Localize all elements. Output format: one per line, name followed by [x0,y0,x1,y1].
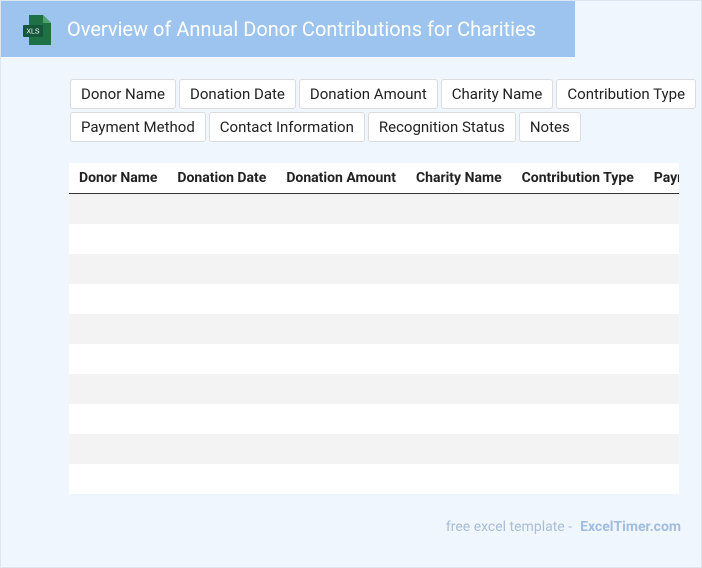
column-header: Payment Method [653,170,679,186]
table-row [69,434,679,464]
tag-list: Donor Name Donation Date Donation Amount Ch… [70,79,700,142]
tag-button[interactable]: Donation Date [179,79,296,109]
table-row [69,194,679,224]
footer-brand[interactable]: ExcelTimer.com [580,519,681,535]
title: Overview of Annual Donor Contributions f… [67,17,536,41]
icon-label: XLS [26,28,40,35]
column-header: Donation Amount [286,170,396,186]
xls-icon: XLS [23,15,51,45]
table-row [69,254,679,284]
table-header: Donor Name Donation Date Donation Amount Ch… [69,163,679,194]
column-header: Contribution Type [521,170,634,186]
tag-button[interactable]: Contribution Type [556,79,697,109]
tag-button[interactable]: Notes [518,112,581,142]
tag-button[interactable]: Donation Amount [298,79,438,109]
table-row [69,464,679,494]
footer: free excel template - ExcelTimer.com [446,519,681,535]
column-header: Donor Name [79,170,158,186]
tag-button[interactable]: Charity Name [440,79,554,109]
footer-text: free excel template - [445,519,573,535]
table-row [69,284,679,314]
tag-button[interactable]: Recognition Status [367,112,516,142]
table: Donor Name Donation Date Donation Amount Ch… [69,163,679,494]
table-row [69,224,679,254]
table-row [69,344,679,374]
header: XLS Overview of Annual Donor Contributio… [1,1,575,57]
table-row [69,404,679,434]
table-row [69,374,679,404]
table-body [69,194,679,494]
column-header: Donation Date [177,170,267,186]
column-header: Charity Name [415,170,502,186]
tag-button[interactable]: Donor Name [70,79,177,109]
table-row [69,314,679,344]
tag-button[interactable]: Payment Method [70,112,206,142]
tag-button[interactable]: Contact Information [208,112,365,142]
